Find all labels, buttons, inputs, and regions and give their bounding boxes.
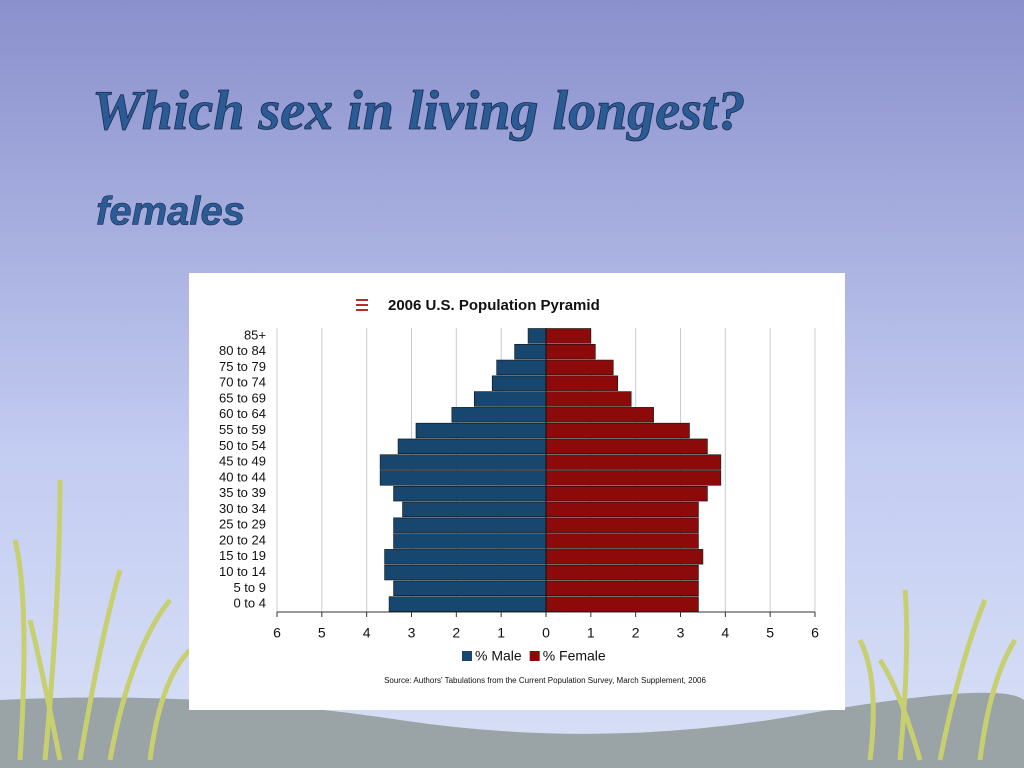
bar xyxy=(545,485,708,502)
bar xyxy=(388,596,547,612)
bar xyxy=(545,359,614,376)
y-tick-label: 50 to 54 xyxy=(219,438,266,453)
x-tick-label: 3 xyxy=(408,625,416,641)
chart-source: Source: Authors' Tabulations from the Cu… xyxy=(384,676,706,685)
y-tick-label: 10 to 14 xyxy=(219,564,266,579)
x-tick-label: 5 xyxy=(766,625,774,641)
x-tick-label: 2 xyxy=(452,625,460,641)
x-tick-label: 5 xyxy=(318,625,326,641)
x-tick-label: 4 xyxy=(363,625,371,641)
bar xyxy=(393,580,547,597)
title-icon xyxy=(356,299,368,311)
bar xyxy=(545,454,722,470)
y-tick-label: 60 to 64 xyxy=(219,406,266,421)
bar xyxy=(545,343,596,360)
x-tick-label: 0 xyxy=(542,625,550,641)
ground xyxy=(0,692,1024,768)
bar xyxy=(384,549,547,565)
bar xyxy=(545,407,654,423)
bar xyxy=(545,391,632,407)
x-tick-label: 1 xyxy=(587,625,595,641)
bar xyxy=(379,470,547,486)
bar xyxy=(545,470,722,486)
y-tick-label: 75 to 79 xyxy=(219,359,266,374)
bar xyxy=(545,549,704,565)
bar xyxy=(545,580,699,597)
grass xyxy=(12,479,1018,761)
bar xyxy=(451,407,547,423)
bar xyxy=(545,501,699,518)
y-tick-label: 70 to 74 xyxy=(219,375,266,390)
bar xyxy=(545,375,619,391)
bar xyxy=(415,422,547,439)
legend-label: % Female xyxy=(543,648,606,664)
bar xyxy=(545,564,699,581)
bar xyxy=(384,564,547,581)
y-tick-label: 25 to 29 xyxy=(219,517,266,532)
y-tick-label: 20 to 24 xyxy=(219,532,266,547)
bar xyxy=(491,375,547,391)
bar xyxy=(545,438,708,455)
y-tick-label: 45 to 49 xyxy=(219,454,266,469)
slide-answer: females xyxy=(96,190,245,234)
y-tick-label: 15 to 19 xyxy=(219,548,266,563)
bar xyxy=(397,438,547,455)
bar xyxy=(393,533,547,549)
y-tick-label: 35 to 39 xyxy=(219,485,266,500)
bar xyxy=(545,533,699,549)
x-tick-label: 6 xyxy=(811,625,819,641)
y-tick-label: 5 to 9 xyxy=(233,580,266,595)
bar xyxy=(393,517,547,533)
bar xyxy=(473,391,547,407)
bar xyxy=(545,517,699,533)
y-tick-label: 80 to 84 xyxy=(219,343,266,358)
bar xyxy=(545,328,592,344)
slide-heading: Which sex in living longest? xyxy=(92,80,745,142)
y-tick-label: 0 to 4 xyxy=(233,596,266,611)
bar xyxy=(514,343,547,360)
y-tick-label: 40 to 44 xyxy=(219,469,266,484)
bar xyxy=(402,501,547,518)
x-tick-label: 4 xyxy=(721,625,729,641)
x-tick-label: 6 xyxy=(273,625,281,641)
x-tick-label: 3 xyxy=(677,625,685,641)
legend-label: % Male xyxy=(475,648,522,664)
x-tick-label: 2 xyxy=(632,625,640,641)
bar xyxy=(527,328,547,344)
chart-title: 2006 U.S. Population Pyramid xyxy=(388,297,600,314)
bar xyxy=(545,596,699,612)
y-tick-label: 30 to 34 xyxy=(219,501,266,516)
x-tick-label: 1 xyxy=(497,625,505,641)
legend-swatch xyxy=(462,651,472,661)
y-tick-label: 85+ xyxy=(244,327,266,342)
bar xyxy=(379,454,547,470)
y-tick-label: 65 to 69 xyxy=(219,390,266,405)
bar xyxy=(545,422,690,439)
bar xyxy=(393,485,547,502)
legend-swatch xyxy=(529,651,540,661)
y-tick-label: 55 to 59 xyxy=(219,422,266,437)
bar xyxy=(496,359,547,376)
